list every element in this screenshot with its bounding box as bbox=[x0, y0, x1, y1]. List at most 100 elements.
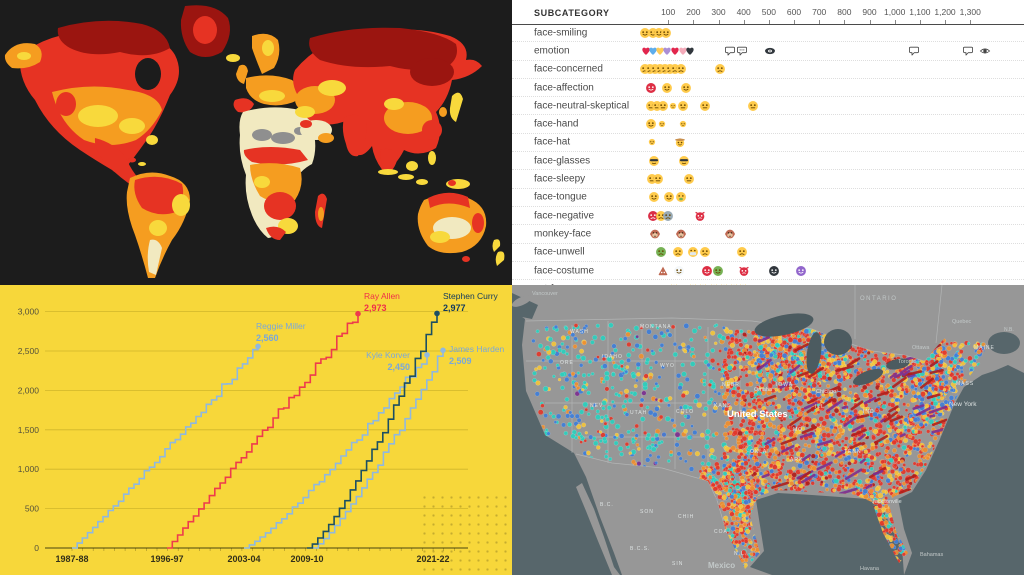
row-label-monkey-face[interactable]: monkey-face bbox=[534, 228, 592, 240]
nerd-face-emoji bbox=[678, 155, 689, 166]
map-label-wyo: WYO bbox=[660, 363, 675, 369]
face-with-headwear-emoji bbox=[648, 139, 656, 146]
x-axis-tick-mark bbox=[668, 20, 670, 24]
blue-heart-emoji bbox=[648, 45, 659, 56]
world-heat-map-panel bbox=[0, 0, 512, 285]
row-label-face-tongue[interactable]: face-tongue bbox=[534, 191, 587, 203]
right-speech-bubble-emoji bbox=[962, 45, 973, 56]
player-total-label: 2,973 bbox=[364, 303, 387, 313]
x-axis-tick-mark bbox=[819, 20, 821, 24]
subcategory-column-header[interactable]: SUBCATEGORY bbox=[534, 8, 610, 18]
y-tick-label: 2,000 bbox=[18, 385, 40, 395]
line-reggie-miller[interactable] bbox=[72, 346, 259, 549]
speak-no-evil-monkey-emoji bbox=[724, 228, 735, 239]
smiling-face-emoji bbox=[661, 27, 672, 38]
row-label-face-neutral-skeptical[interactable]: face-neutral-skeptical bbox=[534, 100, 630, 112]
x-axis-tick-label: 400 bbox=[736, 7, 751, 17]
row-label-face-glasses[interactable]: face-glasses bbox=[534, 155, 591, 167]
y-tick-label: 2,500 bbox=[18, 346, 40, 356]
row-label-face-affection[interactable]: face-affection bbox=[534, 82, 594, 94]
face-with-symbols-on-mouth-emoji bbox=[648, 210, 659, 221]
vancouver-island bbox=[512, 295, 533, 307]
row-label-face-hand[interactable]: face-hand bbox=[534, 118, 579, 130]
x-axis-tick-label: 500 bbox=[761, 7, 776, 17]
world-heat-map bbox=[0, 0, 512, 285]
us-dot-density-map[interactable]: Vancouver ONTARIO Quebec Ottawa Toronto N.B. M… bbox=[512, 285, 1024, 575]
map-label-tenn: TENN bbox=[844, 449, 862, 455]
row-label-emotion[interactable]: emotion bbox=[534, 45, 570, 57]
pouting-cat-emoji bbox=[728, 283, 739, 285]
emoji-row-face-smiling: face-smiling bbox=[512, 24, 1024, 43]
x-axis-tick-label: 700 bbox=[812, 7, 827, 17]
endpoint-kyle-korver[interactable] bbox=[424, 352, 430, 358]
x-axis-tick-mark bbox=[693, 20, 695, 24]
map-label-wash: WASH bbox=[570, 329, 589, 335]
line-ray-allen[interactable] bbox=[167, 313, 359, 549]
cat-with-wry-smile-emoji bbox=[708, 283, 719, 285]
map-label-n-l-: N.L. bbox=[734, 551, 747, 557]
cowboy-hat-face-emoji bbox=[675, 137, 686, 148]
x-axis-tick-label: 200 bbox=[686, 7, 701, 17]
x-axis-tick-label: 600 bbox=[786, 7, 802, 17]
emoji-row-face-hand: face-hand bbox=[512, 115, 1024, 134]
line-kyle-korver[interactable] bbox=[244, 354, 428, 549]
kissing-cat-emoji bbox=[737, 283, 748, 285]
line-james-harden[interactable] bbox=[313, 350, 444, 549]
map-label-okla: OKLA bbox=[750, 449, 767, 455]
map-label-mexico: Mexico bbox=[708, 561, 735, 570]
map-label-sin: SIN bbox=[672, 561, 683, 567]
face-with-tears-of-joy-emoji bbox=[654, 27, 665, 38]
x-axis-tick-label: 900 bbox=[862, 7, 877, 17]
vampire-emoji bbox=[768, 265, 779, 276]
face-without-mouth-emoji bbox=[669, 102, 676, 109]
yawning-face-emoji bbox=[652, 174, 663, 185]
emoji-row-face-concerned: face-concerned bbox=[512, 61, 1024, 79]
endpoint-ray-allen[interactable] bbox=[355, 310, 361, 317]
row-label-face-unwell[interactable]: face-unwell bbox=[534, 246, 585, 258]
row-label-face-negative[interactable]: face-negative bbox=[534, 210, 595, 222]
row-label-face-concerned[interactable]: face-concerned bbox=[534, 63, 603, 75]
speech-balloon-emoji bbox=[724, 45, 735, 56]
x-axis-tick-label: 1,100 bbox=[909, 7, 931, 17]
smiling-face-with-hearts-emoji bbox=[662, 82, 673, 93]
map-label-idaho: IDAHO bbox=[602, 354, 623, 360]
face-with-thermometer-emoji bbox=[699, 247, 710, 258]
relieved-smiling-face-emoji bbox=[680, 82, 691, 93]
player-name-label: Ray Allen bbox=[364, 291, 400, 301]
alien-monster-emoji bbox=[796, 265, 807, 276]
smirking-face-emoji bbox=[677, 100, 688, 111]
eye-in-speech-bubble-emoji bbox=[765, 45, 776, 56]
endpoint-reggie-miller[interactable] bbox=[255, 343, 261, 350]
map-label-mass: MASS bbox=[956, 381, 974, 387]
map-label-b-c-s-: B.C.S. bbox=[630, 546, 650, 552]
gulf-of-st-lawrence bbox=[988, 332, 1020, 354]
nba-three-point-race-chart: 0 500 1,000 1,500 2,000 2,500 3,000 1987-88 1996… bbox=[18, 291, 505, 564]
emoji-row-face-affection: face-affection bbox=[512, 79, 1024, 98]
row-label-cat-face[interactable]: cat-face bbox=[534, 283, 570, 285]
player-total-label: 2,509 bbox=[449, 356, 472, 366]
gulf-of-mexico bbox=[750, 493, 904, 575]
x-axis-tick-mark bbox=[743, 20, 745, 24]
map-label-n-b-: N.B. bbox=[1004, 327, 1014, 333]
weary-cat-emoji bbox=[719, 283, 730, 285]
line-stephen-curry[interactable] bbox=[307, 313, 438, 549]
row-label-face-sleepy[interactable]: face-sleepy bbox=[534, 173, 586, 185]
map-label-maine: MAINE bbox=[974, 345, 995, 351]
row-label-face-costume[interactable]: face-costume bbox=[534, 265, 595, 276]
emoji-chart-axis-header: SUBCATEGORY 100 200 300 400 500 600 700 800 900 1… bbox=[512, 0, 1024, 25]
face-with-medical-mask-emoji bbox=[688, 247, 699, 258]
y-tick-label: 1,500 bbox=[18, 425, 40, 435]
endpoint-stephen-curry[interactable] bbox=[434, 310, 440, 317]
map-label-bahamas: Bahamas bbox=[920, 552, 943, 558]
confused-face-emoji bbox=[714, 64, 725, 75]
slightly-frowning-face-emoji bbox=[676, 64, 687, 75]
y-tick-label: 1,000 bbox=[18, 464, 40, 474]
yellow-heart-emoji bbox=[655, 45, 666, 56]
map-label-omaha: Omaha bbox=[754, 387, 773, 393]
alien-emoji bbox=[713, 265, 724, 276]
row-label-face-hat[interactable]: face-hat bbox=[534, 136, 571, 148]
face-with-rolling-eyes-emoji bbox=[748, 100, 759, 111]
emoji-row-face-sleepy: face-sleepy bbox=[512, 170, 1024, 189]
endpoint-james-harden[interactable] bbox=[440, 347, 446, 354]
row-label-face-smiling[interactable]: face-smiling bbox=[534, 27, 588, 39]
